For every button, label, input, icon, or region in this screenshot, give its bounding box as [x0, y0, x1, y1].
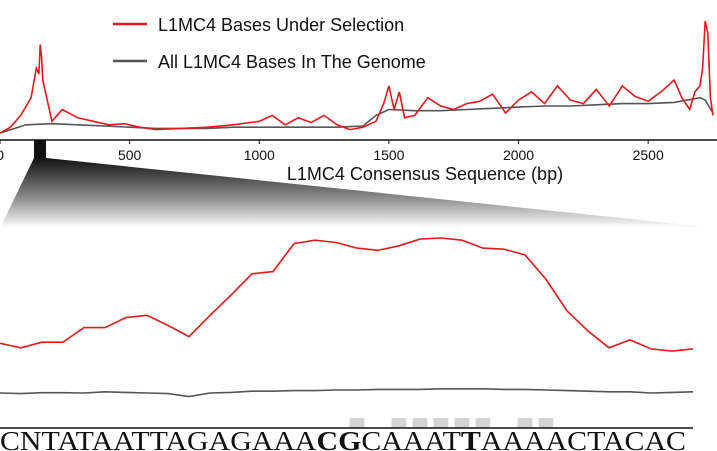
- sequence-letter: T: [42, 426, 61, 451]
- sequence-letter: A: [644, 426, 666, 451]
- sequence-letter: T: [76, 426, 95, 451]
- sequence-letter: A: [381, 426, 403, 451]
- overview-x-tick-label: 1500: [373, 147, 404, 163]
- legend: L1MC4 Bases Under Selection All L1MC4 Ba…: [113, 15, 426, 72]
- sequence-letter: A: [403, 426, 425, 451]
- zoom-wedge: [0, 158, 717, 228]
- sequence-letter: G: [187, 426, 209, 451]
- sequence-letter: A: [92, 426, 114, 451]
- sequence-letter: T: [587, 426, 606, 451]
- sequence-letter: A: [252, 426, 274, 451]
- overview-x-tick-label: 2000: [503, 147, 534, 163]
- sequence-letter: A: [603, 426, 625, 451]
- sequence-letter: A: [209, 426, 231, 451]
- sequence-letter: C: [0, 426, 20, 451]
- sequence-shade: [433, 418, 449, 428]
- sequence-shading: [349, 418, 554, 428]
- sequence-shade: [349, 418, 365, 428]
- overview-plot: 0 500 1000 1500 2000 2500 L1MC4 Consensus Seq…: [0, 20, 717, 184]
- overview-series-genome: [0, 96, 714, 134]
- overview-series-selection: [0, 20, 714, 134]
- legend-label-genome: All L1MC4 Bases In The Genome: [158, 52, 426, 72]
- sequence-letter: T: [461, 426, 481, 451]
- sequence-letter: A: [524, 426, 546, 451]
- sequence-letter: C: [666, 426, 686, 451]
- overview-x-ticks: 0 500 1000 1500 2000 2500: [0, 140, 664, 163]
- sequence-letter: C: [317, 426, 339, 451]
- overview-x-tick-label: 2500: [633, 147, 664, 163]
- sequence-letter: A: [546, 426, 568, 451]
- sequence-letter: T: [150, 426, 169, 451]
- legend-label-selection: L1MC4 Bases Under Selection: [158, 15, 404, 35]
- sequence-letter: A: [57, 426, 79, 451]
- sequence-letter: T: [443, 426, 462, 451]
- sequence-shade: [391, 418, 407, 428]
- sequence-letter: A: [273, 426, 295, 451]
- sequence-letter: G: [230, 426, 252, 451]
- sequence-letter: A: [424, 426, 446, 451]
- zoom-series-genome: [0, 388, 694, 398]
- sequence-letter: A: [502, 426, 524, 451]
- overview-x-tick-label: 0: [0, 147, 4, 163]
- sequence-letter: T: [131, 426, 150, 451]
- sequence-letter: A: [165, 426, 187, 451]
- zoom-series-selection: [0, 237, 694, 352]
- sequence-shade: [412, 418, 428, 428]
- zoom-region-marker: [34, 140, 46, 158]
- zoom-plot: CNTATAATTAGAGAAACGCAAATTAAAACTACAC: [0, 237, 694, 451]
- sequence-letter: C: [361, 426, 381, 451]
- sequence-letter: C: [567, 426, 587, 451]
- sequence-shade: [475, 418, 491, 428]
- sequence-letter: G: [338, 426, 361, 451]
- sequence-shade: [454, 418, 470, 428]
- sequence-letter: A: [295, 426, 317, 451]
- sequence-letter: C: [625, 426, 645, 451]
- overview-x-tick-label: 500: [118, 147, 142, 163]
- sequence-letter: N: [20, 426, 42, 451]
- sequence-letter: A: [481, 426, 503, 451]
- overview-x-axis-label: L1MC4 Consensus Sequence (bp): [287, 164, 563, 184]
- overview-x-tick-label: 1000: [244, 147, 275, 163]
- sequence-shade: [517, 418, 533, 428]
- sequence-shade: [538, 418, 554, 428]
- sequence-label: CNTATAATTAGAGAAACGCAAATTAAAACTACAC: [0, 426, 686, 451]
- sequence-letter: A: [113, 426, 135, 451]
